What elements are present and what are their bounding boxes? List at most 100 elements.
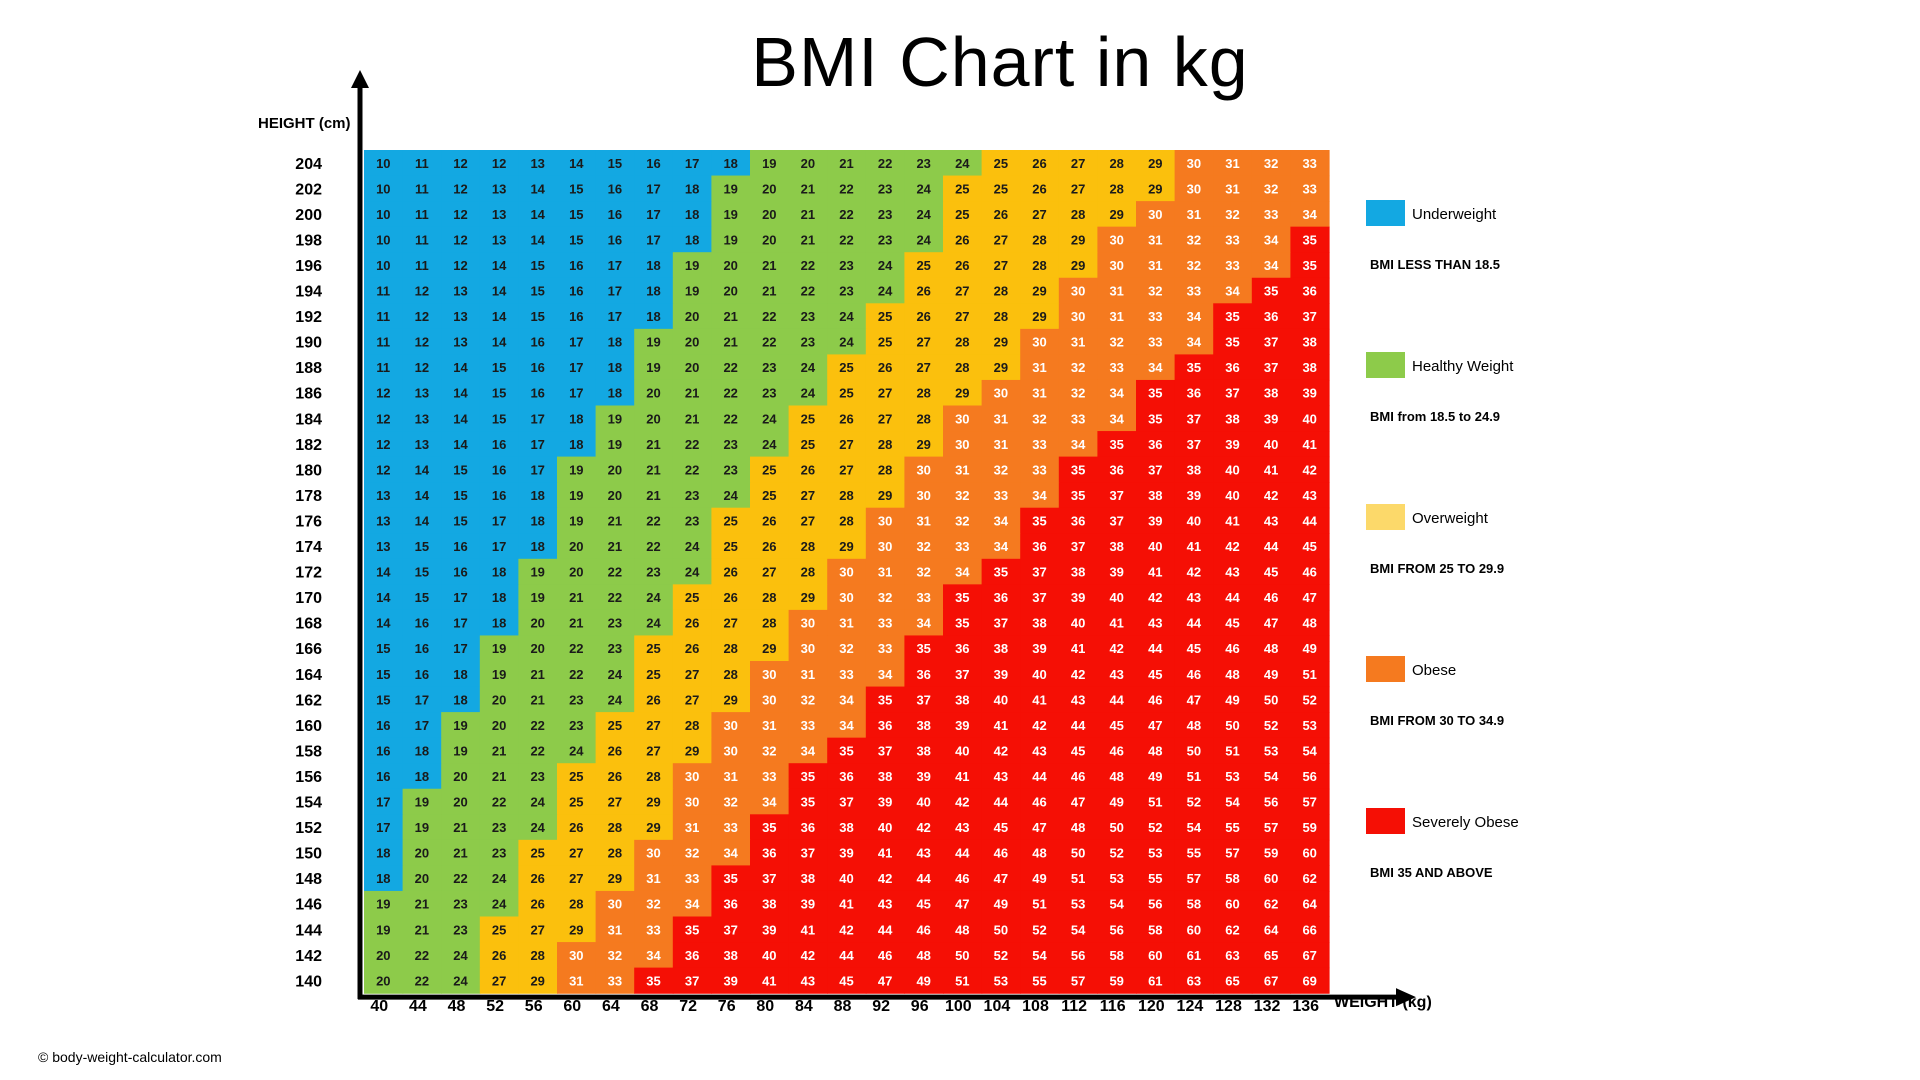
data-label: 32 [1187,232,1201,247]
heatmap-cell [557,277,597,304]
heatmap-cell [634,737,674,764]
heatmap-cell [518,942,558,969]
heatmap-cell [1136,916,1176,943]
heatmap-cell [1097,814,1137,841]
heatmap-cell [557,967,597,994]
heatmap-cell [1058,354,1098,381]
data-label: 57 [1187,871,1201,886]
data-label: 44 [1187,616,1202,631]
heatmap-cell [865,788,905,815]
heatmap-cell [1251,763,1291,790]
heatmap-cell [1290,737,1330,764]
data-label: 61 [1187,948,1201,963]
heatmap-cell [1251,584,1291,611]
heatmap-cell [518,405,558,432]
heatmap-cell [479,201,519,228]
heatmap-cell [364,482,404,509]
heatmap-cell [1058,558,1098,585]
data-label: 23 [762,386,776,401]
data-label: 47 [1032,820,1046,835]
data-label: 18 [453,667,467,682]
data-label: 12 [415,360,429,375]
heatmap-cell [904,788,944,815]
data-label: 43 [1032,743,1046,758]
heatmap-cell [1136,584,1176,611]
heatmap-cell [364,661,404,688]
data-label: 57 [1302,795,1316,810]
heatmap-cell [441,456,481,483]
heatmap-cell [479,942,519,969]
data-label: 28 [1109,156,1123,171]
heatmap-cell [672,150,712,177]
heatmap-cell [1058,150,1098,177]
y-tick-label: 196 [295,258,322,275]
heatmap-cell [1213,150,1253,177]
heatmap-cell [518,890,558,918]
heatmap-cell [634,201,674,228]
heatmap-cell [904,328,944,355]
data-label: 12 [453,258,467,273]
data-label: 47 [1187,692,1201,707]
heatmap-cell [1020,942,1060,969]
heatmap-cell [672,277,712,304]
heatmap-cell [827,507,867,534]
data-label: 16 [376,743,390,758]
heatmap-cell [672,609,712,637]
heatmap-cell [518,226,558,253]
data-label: 48 [1302,616,1316,631]
data-label: 30 [1148,207,1162,222]
heatmap-cell [1097,635,1137,662]
legend-swatch [1366,352,1405,378]
heatmap-cell [1136,865,1176,892]
data-label: 17 [646,181,660,196]
heatmap-cell [672,456,712,483]
heatmap-cell [518,456,558,483]
data-label: 25 [569,795,583,810]
heatmap-cell [672,635,712,662]
data-label: 25 [608,718,622,733]
heatmap-cell [557,712,597,739]
data-label: 44 [878,922,893,937]
heatmap-cell [441,379,481,407]
heatmap-cell [672,712,712,739]
data-label: 24 [646,616,661,631]
heatmap-cell [1251,890,1291,918]
heatmap-cell [1213,635,1253,662]
data-label: 37 [1187,411,1201,426]
data-label: 30 [762,667,776,682]
heatmap-cell [1213,865,1253,892]
heatmap-cell [865,967,905,994]
data-label: 41 [1264,462,1278,477]
data-label: 17 [492,539,506,554]
data-label: 25 [762,462,776,477]
heatmap-cell [402,584,442,611]
heatmap-cell [750,405,790,432]
heatmap-cell [672,865,712,892]
heatmap-cell [557,201,597,228]
data-label: 24 [492,897,507,912]
heatmap-cell [1020,175,1060,202]
data-label: 42 [955,795,969,810]
heatmap-cell [1097,150,1137,177]
data-label: 18 [492,565,506,580]
heatmap-cell [788,661,828,688]
data-label: 16 [608,207,622,222]
data-label: 41 [839,897,853,912]
data-label: 27 [762,565,776,580]
heatmap-cell [981,226,1021,253]
data-label: 24 [685,565,700,580]
data-label: 35 [916,641,930,656]
heatmap-cell [904,482,944,509]
heatmap-cell [1174,201,1214,228]
x-tick-label: 116 [1100,998,1126,1015]
data-label: 20 [453,795,467,810]
data-label: 26 [878,360,892,375]
data-label: 39 [1071,590,1085,605]
heatmap-cell [981,814,1021,841]
heatmap-cell [1136,328,1176,355]
data-label: 39 [762,922,776,937]
data-label: 30 [839,565,853,580]
data-label: 18 [685,232,699,247]
heatmap-cell [981,201,1021,228]
data-label: 52 [1109,846,1123,861]
